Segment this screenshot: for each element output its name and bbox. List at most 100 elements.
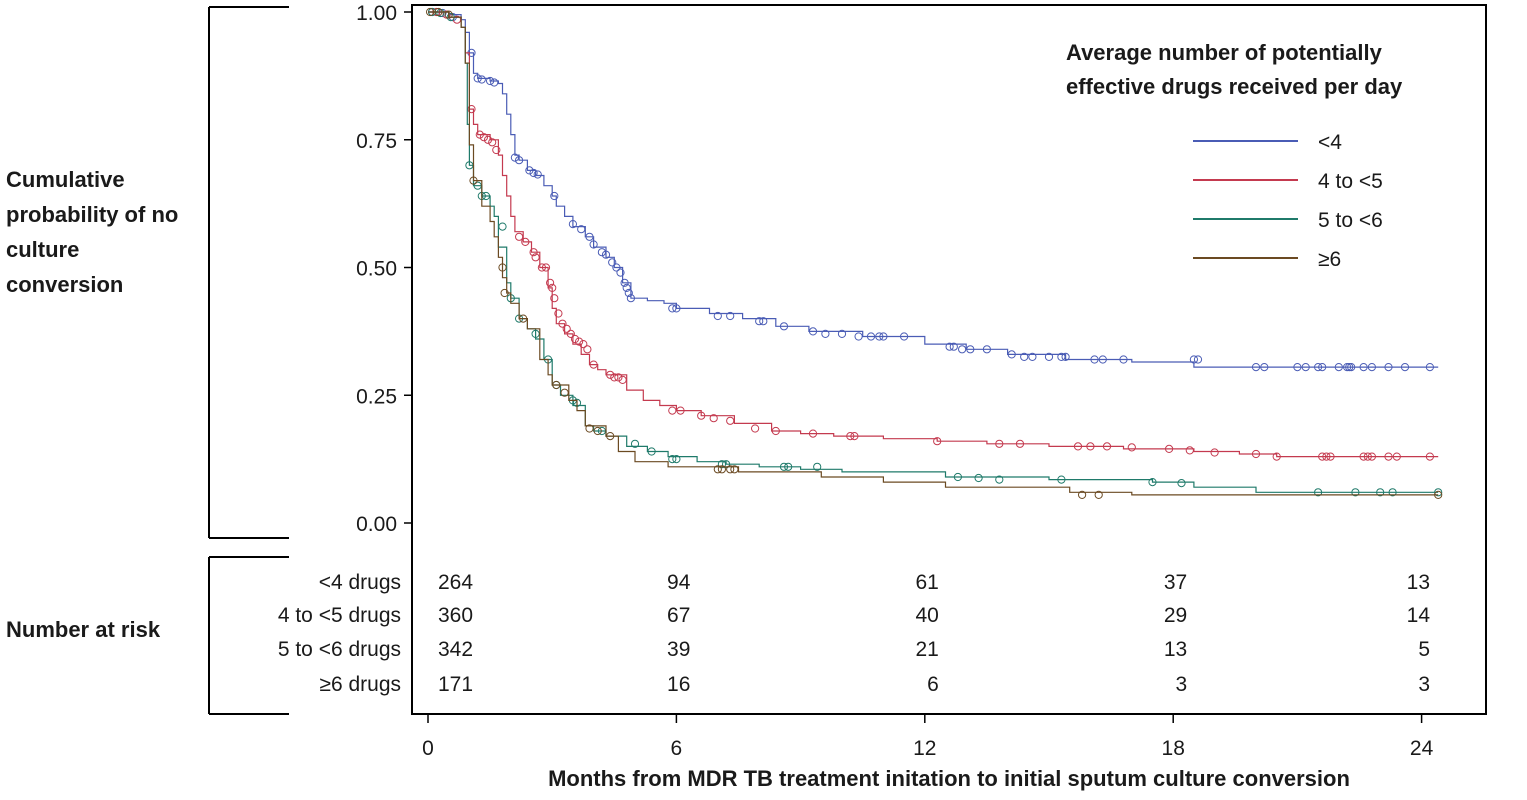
censor-mark: [1210, 448, 1219, 457]
censor-mark: [1425, 363, 1435, 372]
censor-mark: [713, 311, 722, 321]
censor-mark: [597, 248, 607, 257]
censor-mark: [1185, 446, 1194, 455]
number-at-risk-label: Number at risk: [6, 617, 161, 642]
censor-mark: [566, 329, 575, 338]
km-curve-line: [428, 11, 1439, 368]
risk-value: 6: [927, 673, 939, 696]
censor-mark: [808, 327, 818, 336]
censor-mark: [697, 411, 706, 420]
censor-mark: [900, 332, 909, 341]
censor-mark: [949, 342, 958, 351]
risk-row-label: <4 drugs: [319, 571, 401, 594]
censor-mark: [958, 345, 967, 354]
censor-mark: [541, 263, 551, 272]
censor-mark: [1384, 452, 1393, 461]
censor-mark: [1251, 449, 1261, 459]
censor-mark: [562, 324, 571, 333]
censor-mark: [616, 268, 625, 277]
censor-mark: [808, 429, 818, 438]
y-tick-label: 0.75: [356, 130, 397, 153]
censor-mark: [438, 8, 447, 18]
censor-mark: [1388, 488, 1397, 497]
censor-mark: [1322, 452, 1331, 461]
censor-mark: [1384, 363, 1393, 372]
risk-value: 67: [667, 604, 690, 627]
censor-mark: [498, 222, 507, 231]
censor-mark: [486, 76, 495, 86]
censor-mark: [606, 432, 615, 441]
legend-entry-label: 4 to <5: [1318, 170, 1383, 193]
censor-mark: [784, 462, 793, 471]
censor-mark: [583, 345, 592, 354]
risk-value: 360: [438, 604, 473, 627]
risk-value: 40: [915, 604, 938, 627]
censor-mark: [726, 465, 735, 474]
censor-mark: [672, 304, 681, 313]
censor-mark: [1314, 488, 1323, 497]
x-tick-label: 0: [422, 737, 434, 760]
censor-mark: [1078, 490, 1087, 499]
censor-mark: [558, 319, 567, 328]
censor-mark: [1376, 488, 1385, 497]
censor-mark: [1098, 355, 1107, 364]
censor-mark: [560, 388, 569, 397]
censor-mark: [1102, 442, 1112, 451]
censor-mark: [444, 10, 453, 19]
censor-mark: [879, 332, 888, 341]
km-curve-line: [428, 11, 1439, 496]
censor-mark: [1119, 355, 1128, 364]
legend-title-line-2: effective drugs received per day: [1066, 74, 1403, 99]
y-tick-label: 0.25: [356, 385, 397, 408]
censor-mark: [521, 237, 530, 246]
censor-mark: [779, 462, 789, 471]
censor-mark: [722, 460, 731, 469]
censor-mark: [488, 138, 497, 147]
legend-title-line-1: Average number of potentially: [1066, 40, 1382, 65]
censor-mark: [966, 345, 975, 354]
censor-mark: [469, 176, 478, 185]
censor-mark: [575, 337, 584, 346]
x-tick-label: 12: [913, 737, 936, 760]
censor-mark: [624, 288, 633, 298]
legend-title: Average number of potentially effective …: [1066, 36, 1446, 104]
censor-mark: [1343, 363, 1352, 372]
censor-mark: [552, 380, 561, 390]
y-tick-label: 0.50: [356, 258, 397, 281]
x-axis-label: Months from MDR TB treatment initation t…: [548, 766, 1350, 791]
censor-mark: [676, 406, 685, 415]
censor-mark: [477, 75, 486, 84]
censor-mark: [1044, 352, 1054, 361]
censor-mark: [730, 465, 739, 474]
censor-mark: [531, 253, 540, 262]
censor-mark: [1314, 363, 1323, 372]
risk-value: 94: [667, 571, 691, 594]
censor-mark: [618, 375, 627, 384]
censor-mark: [577, 225, 586, 234]
censor-mark: [1127, 443, 1136, 452]
censor-mark: [974, 473, 983, 483]
censor-mark: [426, 7, 435, 17]
censor-mark: [614, 373, 623, 382]
risk-row-label: ≥6 drugs: [319, 673, 401, 696]
censor-mark: [612, 263, 621, 272]
censor-mark: [751, 424, 760, 433]
censor-mark: [533, 170, 542, 179]
censor-mark: [779, 322, 789, 331]
censor-mark: [1326, 452, 1335, 461]
censor-mark: [610, 373, 619, 382]
censor-mark: [475, 130, 484, 139]
censor-mark: [850, 432, 859, 441]
censor-mark: [1165, 444, 1174, 453]
censor-mark: [813, 462, 822, 471]
censor-mark: [726, 416, 735, 425]
censor-mark: [529, 168, 538, 178]
censor-mark: [548, 283, 557, 292]
censor-mark: [483, 135, 493, 144]
censor-mark: [995, 439, 1004, 448]
y-tick-label: 1.00: [356, 2, 397, 25]
censor-mark: [1359, 363, 1368, 372]
legend-entry-label: <4: [1318, 131, 1342, 154]
censor-mark: [626, 294, 636, 303]
